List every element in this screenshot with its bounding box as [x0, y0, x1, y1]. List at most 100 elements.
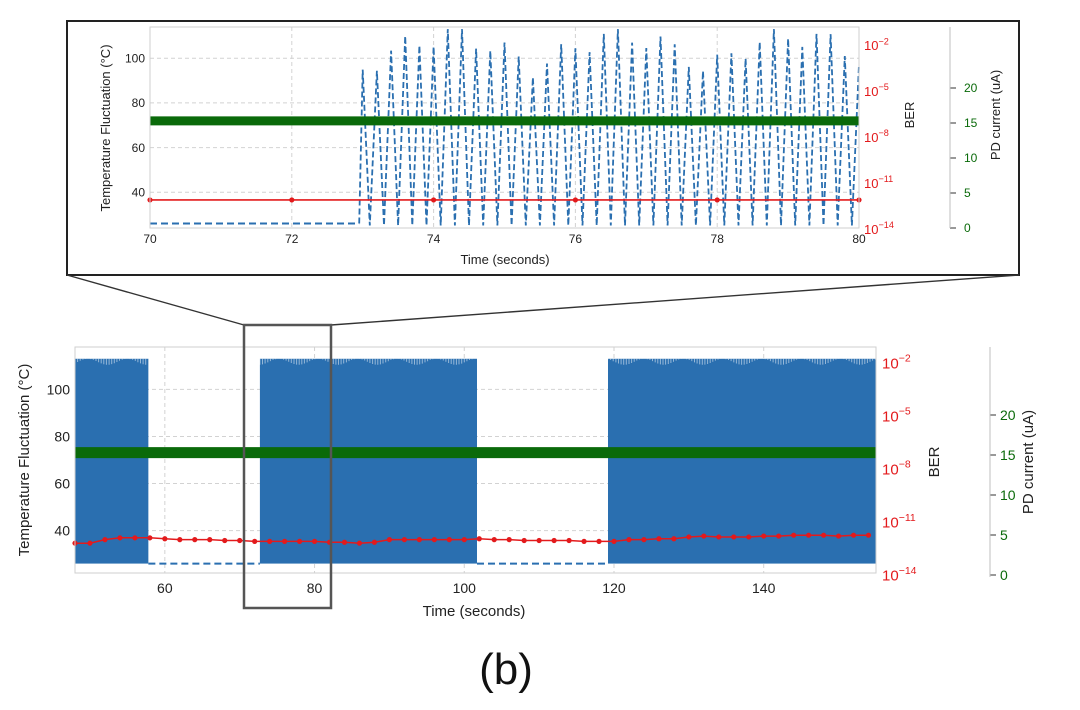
- ber-point: [506, 537, 512, 543]
- ber-point: [222, 537, 228, 544]
- temperature-active-block: [608, 358, 876, 564]
- main-ber-axis-label: BER: [926, 446, 943, 477]
- inset-temperature-series: [150, 29, 860, 226]
- main-ber-axis: 10−2 10−5 10−8 10−11 10−14: [882, 353, 917, 585]
- main-plot-area: [74, 346, 877, 574]
- temperature-active-texture: [607, 358, 876, 365]
- ber-point: [806, 532, 812, 538]
- ber-point: [282, 538, 288, 544]
- ber-point: [289, 197, 295, 203]
- inset-x-tick-label: 80: [852, 232, 866, 246]
- ber-point: [566, 537, 572, 544]
- main-pd-axis: 0 5 10 15 20: [990, 407, 1016, 583]
- ber-point: [656, 536, 662, 542]
- inset-plot-area: [149, 26, 860, 229]
- ber-point: [177, 537, 183, 543]
- inset-ber-tick-label: 10−11: [864, 174, 893, 191]
- ber-point: [820, 532, 827, 538]
- inset-x-tick-label: 78: [711, 232, 725, 246]
- inset-left-y-tick-label: 60: [132, 141, 146, 155]
- ber-point: [572, 197, 579, 203]
- main-ber-series: [72, 532, 872, 546]
- main-temperature-series: [74, 358, 876, 565]
- inset-x-tick-label: 74: [427, 232, 441, 246]
- zoom-connector-right: [330, 274, 1020, 326]
- ber-point: [237, 537, 243, 544]
- inset-pd-axis-label: PD current (uA): [988, 70, 1003, 160]
- main-left-y-tick-label: 40: [54, 523, 70, 539]
- main-left-y-tick-label: 80: [54, 428, 70, 444]
- temperature-active-block: [75, 358, 149, 564]
- main-ber-tick-label: 10−14: [882, 565, 917, 585]
- ber-point: [731, 534, 737, 540]
- ber-point: [776, 533, 782, 539]
- ber-point: [267, 538, 273, 544]
- main-left-y-tick-label: 100: [47, 381, 71, 397]
- ber-point: [431, 197, 437, 203]
- main-x-tick-label: 100: [453, 580, 477, 596]
- ber-point: [671, 536, 677, 542]
- inset-x-axis-label: Time (seconds): [460, 252, 549, 267]
- ber-point: [611, 538, 617, 544]
- ber-point: [491, 537, 497, 543]
- main-ber-tick-label: 10−11: [882, 512, 916, 532]
- inset-x-tick-label: 76: [569, 232, 583, 246]
- ber-point: [162, 536, 168, 542]
- main-pd-axis-label: PD current (uA): [1020, 410, 1037, 514]
- main-x-tick-label: 140: [752, 580, 776, 596]
- main-x-axis-label: Time (seconds): [423, 603, 526, 620]
- inset-x-axis: 70 72 74 76 78 80: [143, 232, 866, 246]
- inset-left-y-tick-label: 40: [132, 185, 146, 199]
- inset-left-y-axis: 40 60 80 100: [125, 51, 145, 199]
- main-pd-tick-label: 10: [1000, 487, 1016, 503]
- ber-point: [416, 537, 422, 543]
- main-x-tick-label: 80: [307, 580, 323, 596]
- ber-point: [296, 538, 303, 544]
- inset-pd-axis: 0 5 10 15 20: [950, 81, 978, 235]
- ber-point: [401, 537, 407, 543]
- ber-point: [192, 537, 198, 543]
- ber-point: [761, 533, 767, 539]
- ber-point: [551, 537, 557, 544]
- ber-point: [476, 536, 482, 542]
- main-left-y-axis: 40 60 80 100: [47, 381, 71, 538]
- ber-point: [714, 197, 720, 203]
- ber-point: [626, 537, 632, 543]
- main-x-tick-label: 60: [157, 580, 173, 596]
- ber-point: [835, 533, 842, 539]
- ber-point: [641, 537, 647, 543]
- main-left-y-axis-label: Temperature Fluctuation (°C): [16, 364, 33, 557]
- ber-point: [117, 535, 123, 541]
- main-pd-tick-label: 20: [1000, 407, 1016, 423]
- main-pd-tick-label: 5: [1000, 527, 1008, 543]
- zoom-connector-left: [66, 274, 245, 326]
- ber-point: [311, 538, 318, 544]
- inset-pd-tick-label: 0: [964, 221, 971, 235]
- temperature-active-block: [259, 358, 477, 564]
- main-x-tick-label: 120: [602, 580, 626, 596]
- inset-ber-tick-label: 10−14: [864, 220, 894, 237]
- ber-point: [371, 539, 378, 545]
- inset-pd-tick-label: 20: [964, 81, 978, 95]
- ber-point: [791, 532, 797, 538]
- ber-point: [746, 534, 752, 540]
- ber-point: [356, 540, 363, 546]
- ber-point: [596, 538, 602, 544]
- inset-ber-tick-label: 10−8: [864, 128, 889, 145]
- main-ber-tick-label: 10−2: [882, 353, 911, 373]
- main-pd-tick-label: 0: [1000, 567, 1008, 583]
- ber-point: [461, 537, 467, 543]
- inset-pd-tick-label: 5: [964, 186, 971, 200]
- temperature-oscillation-line: [358, 29, 860, 226]
- ber-point: [252, 538, 258, 544]
- ber-point: [865, 532, 872, 538]
- inset-pd-tick-label: 10: [964, 151, 978, 165]
- ber-point: [386, 537, 393, 543]
- inset-ber-tick-label: 10−2: [864, 36, 889, 53]
- ber-point: [581, 538, 587, 544]
- ber-point: [102, 537, 108, 543]
- ber-point: [446, 537, 452, 543]
- zoom-region-box: [242, 323, 333, 610]
- main-pd-tick-label: 15: [1000, 447, 1016, 463]
- ber-point: [341, 539, 348, 545]
